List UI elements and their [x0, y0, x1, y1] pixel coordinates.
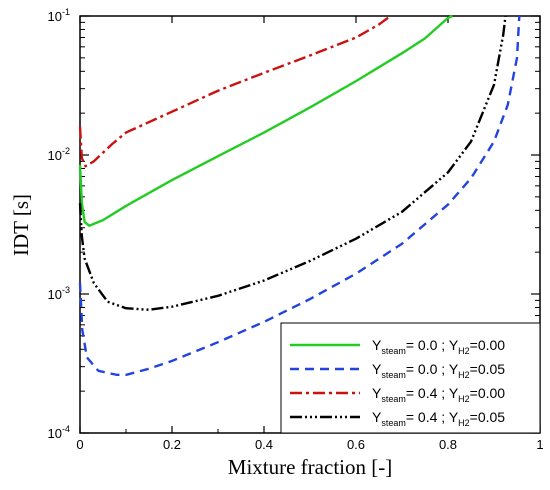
x-tick-label: 1 [536, 437, 543, 452]
y-tick-label: 10-3 [48, 285, 70, 302]
y-tick-label: 10-1 [48, 7, 70, 24]
x-tick-label: 0.8 [439, 437, 457, 452]
y-axis-label: IDT [s] [9, 194, 33, 256]
series-line-3 [78, 15, 392, 168]
legend-label-2: Ysteam= 0.0 ; YH2=0.05 [372, 361, 505, 380]
y-tick-label: 10-4 [48, 424, 70, 441]
legend-box [280, 322, 541, 434]
legend-label-1: Ysteam= 0.0 ; YH2=0.00 [372, 337, 505, 356]
legend-label-4: Ysteam= 0.4 ; YH2=0.05 [372, 409, 505, 428]
series-line-1 [78, 14, 454, 227]
series-layer [78, 14, 521, 377]
x-tick-label: 0.2 [163, 437, 181, 452]
x-tick-label: 0.6 [347, 437, 365, 452]
series-line-4 [78, 15, 507, 311]
x-tick-label: 0.4 [255, 437, 273, 452]
x-axis-label: Mixture fraction [-] [228, 455, 392, 479]
legend: Ysteam= 0.0 ; YH2=0.00 Ysteam= 0.0 ; YH2=… [280, 322, 541, 434]
y-tick-label: 10-2 [48, 146, 70, 163]
x-tick-label: 0 [76, 437, 83, 452]
series-line-2 [78, 15, 521, 377]
legend-label-3: Ysteam= 0.4 ; YH2=0.00 [372, 385, 505, 404]
